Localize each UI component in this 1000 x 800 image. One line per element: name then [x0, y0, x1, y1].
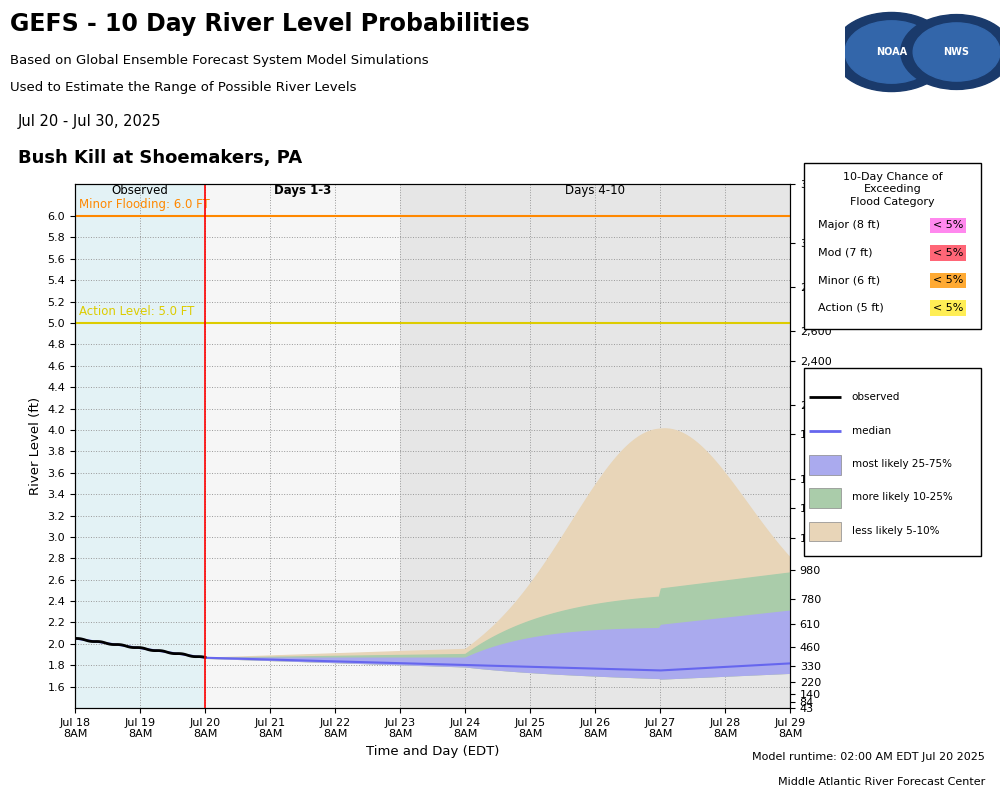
- Y-axis label: River Flow (cfs): River Flow (cfs): [839, 394, 852, 498]
- FancyBboxPatch shape: [809, 522, 841, 542]
- Text: Action (5 ft): Action (5 ft): [818, 303, 884, 313]
- Text: Minor Flooding: 6.0 FT: Minor Flooding: 6.0 FT: [79, 198, 209, 210]
- FancyBboxPatch shape: [809, 489, 841, 508]
- Text: Days 1-3: Days 1-3: [274, 184, 331, 197]
- Text: GEFS - 10 Day River Level Probabilities: GEFS - 10 Day River Level Probabilities: [10, 13, 530, 37]
- Text: Bush Kill at Shoemakers, PA: Bush Kill at Shoemakers, PA: [18, 149, 302, 166]
- Text: Days 4-10: Days 4-10: [565, 184, 625, 197]
- Bar: [75, 184, 205, 708]
- Bar: [205, 184, 400, 708]
- Circle shape: [913, 23, 1000, 81]
- Text: Mod (7 ft): Mod (7 ft): [818, 248, 873, 258]
- Text: Minor (6 ft): Minor (6 ft): [818, 275, 881, 286]
- Text: < 5%: < 5%: [933, 275, 963, 286]
- Text: < 5%: < 5%: [933, 248, 963, 258]
- Circle shape: [901, 14, 1000, 90]
- Text: more likely 10-25%: more likely 10-25%: [852, 492, 953, 502]
- Text: Model runtime: 02:00 AM EDT Jul 20 2025: Model runtime: 02:00 AM EDT Jul 20 2025: [752, 752, 985, 762]
- Text: NOAA: NOAA: [876, 47, 907, 57]
- Y-axis label: River Level (ft): River Level (ft): [29, 397, 42, 495]
- Circle shape: [833, 13, 950, 91]
- X-axis label: Time and Day (EDT): Time and Day (EDT): [366, 745, 499, 758]
- Text: median: median: [852, 426, 891, 436]
- Text: Middle Atlantic River Forecast Center: Middle Atlantic River Forecast Center: [778, 777, 985, 787]
- Text: < 5%: < 5%: [933, 303, 963, 313]
- Circle shape: [845, 21, 938, 83]
- Text: Action Level: 5.0 FT: Action Level: 5.0 FT: [79, 305, 194, 318]
- Text: NWS: NWS: [944, 47, 970, 57]
- Text: Observed: Observed: [112, 184, 168, 197]
- Text: Used to Estimate the Range of Possible River Levels: Used to Estimate the Range of Possible R…: [10, 81, 357, 94]
- Bar: [400, 184, 790, 708]
- FancyBboxPatch shape: [809, 455, 841, 474]
- FancyBboxPatch shape: [804, 368, 981, 556]
- FancyBboxPatch shape: [804, 163, 981, 329]
- Text: most likely 25-75%: most likely 25-75%: [852, 459, 952, 469]
- Text: Major (8 ft): Major (8 ft): [818, 220, 881, 230]
- Text: < 5%: < 5%: [933, 220, 963, 230]
- Text: observed: observed: [852, 392, 900, 402]
- Text: less likely 5-10%: less likely 5-10%: [852, 526, 939, 536]
- Text: Jul 20 - Jul 30, 2025: Jul 20 - Jul 30, 2025: [18, 114, 162, 129]
- Text: 10-Day Chance of
Exceeding
Flood Category: 10-Day Chance of Exceeding Flood Categor…: [843, 172, 942, 207]
- Text: Based on Global Ensemble Forecast System Model Simulations: Based on Global Ensemble Forecast System…: [10, 54, 429, 67]
